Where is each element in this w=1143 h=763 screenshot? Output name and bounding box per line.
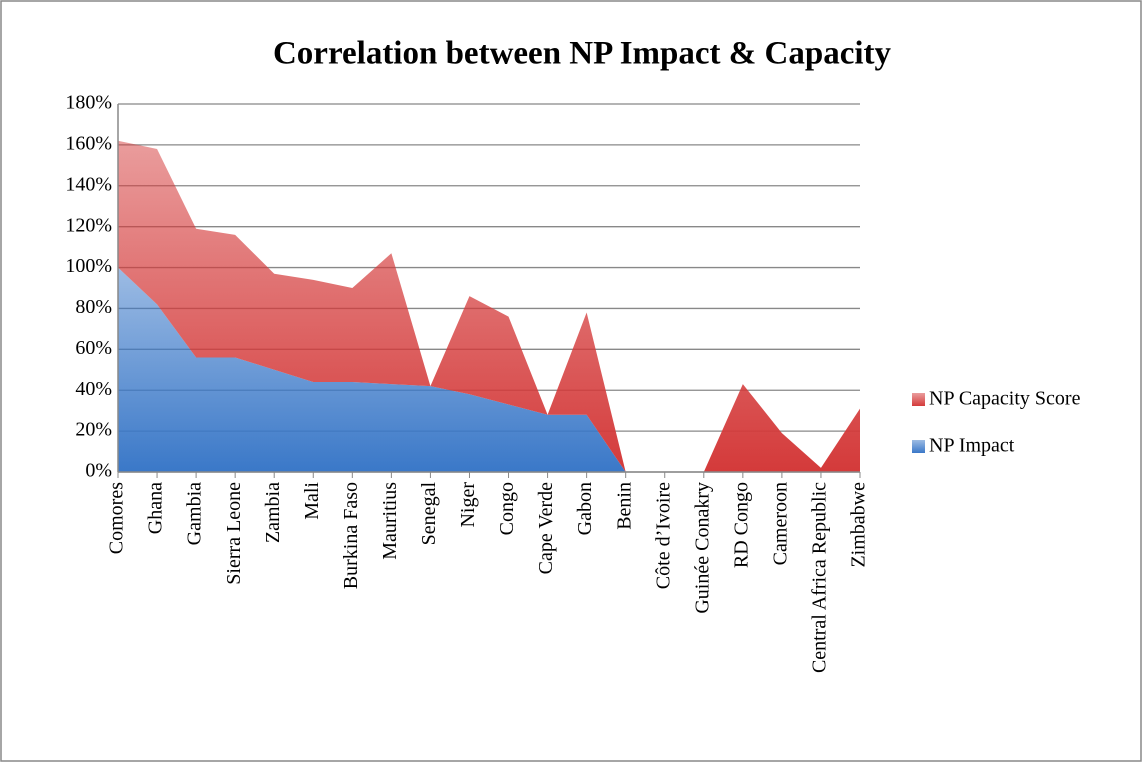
y-tick-label: 140%: [65, 173, 112, 195]
x-tick-label: Niger: [457, 482, 479, 528]
legend-swatch: [912, 393, 925, 406]
y-tick-label: 60%: [75, 337, 112, 359]
x-tick-label: RD Congo: [730, 482, 752, 568]
x-tick-label: Senegal: [418, 482, 440, 546]
y-tick-label: 120%: [65, 214, 112, 236]
x-tick-label: Congo: [496, 482, 518, 535]
x-tick-label: Cameroon: [769, 482, 791, 565]
x-tick-label: Comores: [106, 482, 128, 554]
x-tick-label: Benin: [613, 482, 635, 530]
x-tick-label: Burkina Faso: [340, 482, 362, 589]
x-tick-label: Gambia: [184, 482, 206, 545]
y-tick-label: 20%: [75, 419, 112, 441]
y-tick-label: 40%: [75, 378, 112, 400]
y-tick-label: 180%: [65, 92, 112, 114]
y-tick-label: 80%: [75, 296, 112, 318]
x-tick-label: Ghana: [145, 482, 167, 534]
x-tick-label: Central Africa Republic: [809, 482, 831, 673]
x-tick-label: Mauritius: [379, 482, 401, 560]
legend-swatch: [912, 440, 925, 453]
x-tick-label: Guinée Conakry: [691, 482, 713, 614]
y-tick-label: 160%: [65, 132, 112, 154]
y-tick-label: 100%: [65, 255, 112, 277]
x-tick-label: Zambia: [262, 482, 284, 543]
area: [118, 267, 860, 472]
x-tick-label: Mali: [301, 482, 323, 520]
legend-label: NP Capacity Score: [929, 388, 1081, 410]
area: [118, 140, 860, 473]
x-tick-label: Côte d’Ivoire: [652, 482, 674, 589]
legend-label: NP Impact: [929, 435, 1015, 457]
x-tick-label: Gabon: [574, 482, 596, 535]
x-tick-label: Cape Verde: [535, 482, 557, 574]
y-tick-label: 0%: [85, 460, 112, 482]
chart-title: Correlation between NP Impact & Capacity: [273, 36, 892, 72]
x-tick-label: Zimbabwe: [848, 482, 870, 568]
x-tick-label: Sierra Leone: [223, 482, 245, 585]
